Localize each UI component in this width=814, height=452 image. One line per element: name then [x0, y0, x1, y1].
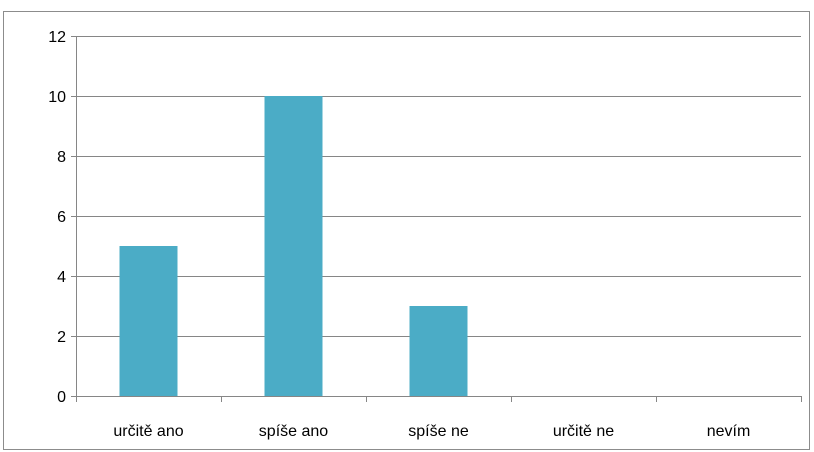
- bar-2: [264, 96, 323, 396]
- x-tick-label: spíše ano: [259, 423, 328, 440]
- bar-3: [409, 306, 468, 396]
- bars: [119, 96, 468, 396]
- x-tick-labels: určitě ano spíše ano spíše ne určitě ne neví…: [113, 423, 750, 440]
- gridlines: [76, 36, 801, 337]
- y-tick-label: 8: [57, 149, 66, 166]
- y-tick-label: 2: [57, 329, 66, 346]
- x-tick-label: nevím: [707, 423, 751, 440]
- y-tick-label: 6: [57, 209, 66, 226]
- y-tick-label: 0: [57, 389, 66, 406]
- y-tick-label: 4: [57, 269, 66, 286]
- y-tick-labels: 0 2 4 6 8 10 12: [48, 29, 66, 406]
- bar-1: [119, 246, 178, 396]
- x-tick-label: určitě ano: [113, 423, 183, 440]
- y-tick-label: 12: [48, 29, 66, 46]
- x-tick-label: určitě ne: [553, 423, 614, 440]
- x-tick-label: spíše ne: [408, 423, 469, 440]
- y-tick-label: 10: [48, 89, 66, 106]
- axes: [71, 36, 802, 402]
